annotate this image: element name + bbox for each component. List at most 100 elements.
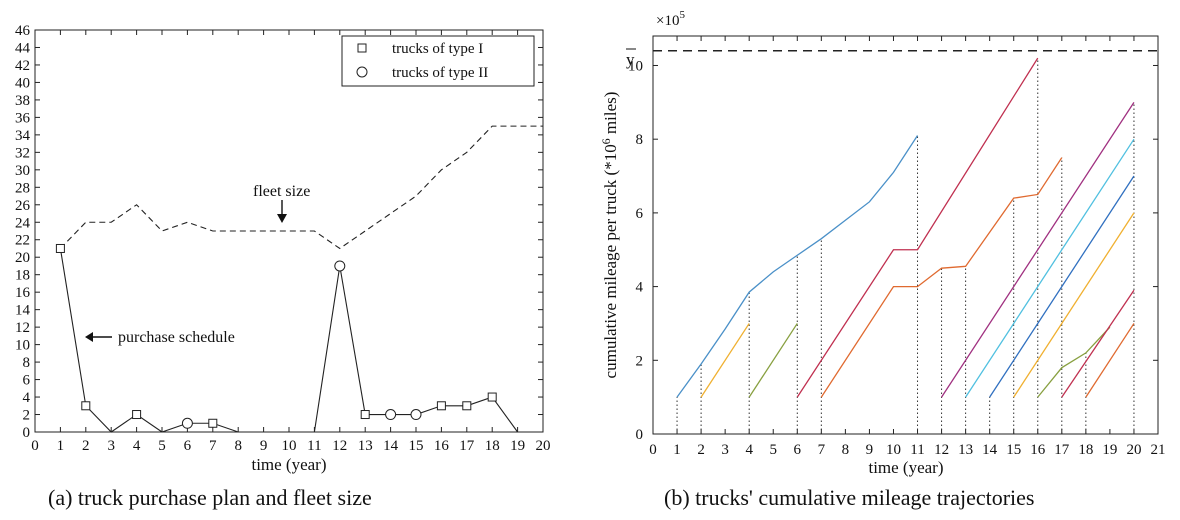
legend-type-two: trucks of type II — [392, 65, 488, 81]
x-tick-label: 13 — [358, 438, 373, 454]
y-tick-label: 44 — [15, 40, 31, 56]
y-tick-label: 20 — [15, 250, 30, 266]
x-tick-label: 1 — [57, 438, 65, 454]
panel-a: 0 1 2 3 4 5 6 7 8 9 10 11 12 13 14 15 16 17 18 19 2002468101… — [15, 23, 551, 510]
y-tick-label: 28 — [15, 180, 30, 196]
x-tick-label: 17 — [1054, 442, 1070, 458]
truck-trajectory-9 — [1013, 212, 1135, 398]
y-tick-label: 2 — [636, 353, 644, 369]
type-one-marker — [436, 401, 446, 411]
y-tick-label: 6 — [23, 373, 31, 389]
y-tick-label: 8 — [636, 132, 644, 148]
x-tick-label: 2 — [697, 442, 705, 458]
x-tick-label: 12 — [332, 438, 347, 454]
panel-a-markers — [55, 243, 497, 429]
panel-a-x-axis-label: time (year) — [251, 455, 326, 474]
x-tick-label: 6 — [184, 438, 192, 454]
panel-a-legend: trucks of type I trucks of type II — [341, 35, 535, 87]
x-tick-label: 13 — [958, 442, 973, 458]
y-tick-label: 42 — [15, 58, 30, 74]
type-one-marker — [487, 392, 497, 402]
y-tick-label: 24 — [15, 215, 31, 231]
panel-b-caption: (b) trucks' cumulative mileage trajector… — [664, 485, 1034, 510]
y-tick-label: 26 — [15, 198, 31, 214]
x-tick-label: 20 — [1126, 442, 1141, 458]
y-tick-label: 32 — [15, 145, 30, 161]
truck-trajectory-7 — [965, 138, 1135, 398]
truck-trajectory-5 — [820, 157, 1063, 398]
x-tick-label: 2 — [82, 438, 90, 454]
y-tick-label: 38 — [15, 93, 30, 109]
fleet-size-annotation: fleet size — [253, 183, 310, 200]
x-tick-label: 6 — [794, 442, 802, 458]
y-tick-label: 2 — [23, 408, 31, 424]
x-tick-label: 19 — [1102, 442, 1117, 458]
x-tick-label: 20 — [536, 438, 551, 454]
legend-box — [341, 35, 535, 87]
x-tick-label: 17 — [459, 438, 475, 454]
type-two-marker — [385, 409, 397, 421]
x-tick-label: 4 — [133, 438, 141, 454]
legend-type-one: trucks of type I — [392, 41, 483, 57]
x-tick-label: 1 — [673, 442, 681, 458]
type-one-marker — [462, 401, 472, 411]
panel-b-drop-lines — [676, 58, 1135, 434]
truck-trajectory-3 — [748, 323, 798, 398]
x-tick-label: 0 — [649, 442, 657, 458]
y-tick-label: 4 — [23, 390, 31, 406]
fleet-size-line — [60, 125, 543, 250]
x-tick-label: 5 — [158, 438, 166, 454]
type-two-marker — [334, 260, 346, 272]
panel-a-lines — [59, 125, 543, 433]
panel-b-y-axis-label: cumulative mileage per truck (*106 miles… — [599, 92, 620, 379]
x-tick-label: 19 — [510, 438, 525, 454]
truck-trajectory-8 — [989, 175, 1135, 398]
x-tick-label: 5 — [769, 442, 777, 458]
truck-trajectory-2 — [700, 323, 750, 398]
panel-b: 0 1 2 3 4 5 6 7 8 9 10 11 12 13 14 15 16 17 18 19 20 21024681… — [599, 9, 1166, 510]
truck-trajectory-11 — [1061, 289, 1135, 398]
x-tick-label: 4 — [745, 442, 753, 458]
x-tick-label: 10 — [886, 442, 901, 458]
y-tick-label: 0 — [636, 427, 644, 443]
x-tick-label: 8 — [234, 438, 242, 454]
y-tick-label: 30 — [15, 163, 30, 179]
type-one-marker — [132, 410, 142, 420]
x-tick-label: 7 — [209, 438, 217, 454]
y-tick-label: 36 — [15, 110, 31, 126]
x-tick-label: 7 — [818, 442, 826, 458]
type-one-marker — [55, 243, 65, 253]
x-tick-label: 8 — [842, 442, 850, 458]
x-tick-label: 21 — [1151, 442, 1166, 458]
y-tick-label: 10 — [628, 58, 643, 74]
x-tick-label: 12 — [934, 442, 949, 458]
x-tick-label: 15 — [1006, 442, 1021, 458]
legend-square-marker — [357, 43, 367, 53]
panel-b-x-axis-label: time (year) — [868, 458, 943, 477]
y-tick-label: 0 — [23, 425, 31, 441]
x-tick-label: 18 — [1078, 442, 1093, 458]
truck-trajectory-4 — [796, 57, 1039, 398]
x-tick-label: 18 — [485, 438, 500, 454]
y-tick-label: 16 — [15, 285, 31, 301]
type-one-marker — [81, 401, 91, 411]
purchase-schedule-annotation: purchase schedule — [118, 329, 235, 346]
panel-a-ticks: 0 1 2 3 4 5 6 7 8 9 10 11 12 13 14 15 16 17 18 19 2002468101… — [15, 23, 551, 454]
type-two-marker — [181, 417, 193, 429]
y-tick-label: 10 — [15, 338, 30, 354]
y-tick-label: 6 — [636, 206, 644, 222]
panel-b-trajectories — [676, 57, 1135, 398]
legend-circle-marker — [356, 66, 368, 78]
scale-factor-label: ×105 — [656, 9, 685, 29]
type-two-marker — [410, 409, 422, 421]
y-tick-label: 46 — [15, 23, 31, 39]
y-tick-label: 34 — [15, 128, 31, 144]
x-tick-label: 15 — [409, 438, 424, 454]
y-tick-label: 18 — [15, 268, 30, 284]
x-tick-label: 0 — [31, 438, 39, 454]
x-tick-label: 11 — [910, 442, 924, 458]
panel-b-plot-frame — [652, 35, 1159, 435]
y-tick-label: 40 — [15, 75, 30, 91]
x-tick-label: 11 — [307, 438, 321, 454]
